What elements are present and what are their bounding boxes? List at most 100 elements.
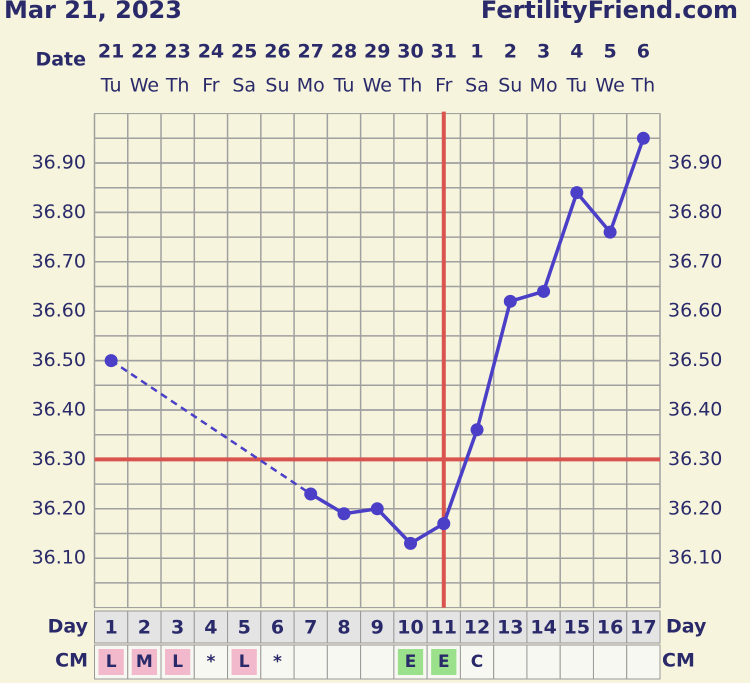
date: 4 bbox=[570, 41, 583, 63]
date: 22 bbox=[131, 41, 157, 63]
date: 5 bbox=[603, 41, 616, 63]
cycle-day: 16 bbox=[597, 617, 623, 639]
day-cell bbox=[94, 610, 129, 644]
cycle-day: 1 bbox=[105, 617, 118, 639]
date: 28 bbox=[331, 41, 357, 63]
weekday: We bbox=[595, 75, 624, 97]
gap-connector bbox=[110, 359, 312, 496]
cm-code: M bbox=[136, 652, 153, 672]
temp-point bbox=[337, 507, 351, 521]
date: 31 bbox=[431, 41, 457, 63]
cm-code: E bbox=[438, 652, 450, 672]
weekday: Su bbox=[265, 75, 289, 97]
y-tick-label: 36.90 bbox=[32, 152, 86, 174]
cycle-day: 13 bbox=[497, 617, 523, 639]
weekday: Su bbox=[498, 75, 522, 97]
cycle-day: 6 bbox=[271, 617, 284, 639]
day-cell bbox=[326, 610, 362, 644]
weekday: Th bbox=[398, 75, 423, 97]
date: 26 bbox=[264, 41, 290, 63]
cm-code: C bbox=[471, 652, 483, 672]
cm-badge bbox=[397, 649, 424, 675]
cm-cell bbox=[493, 644, 528, 680]
y2-tick-label: 36.50 bbox=[668, 349, 722, 371]
temp-point bbox=[603, 225, 617, 239]
temp-point bbox=[104, 354, 118, 368]
cm-badge bbox=[165, 649, 191, 675]
cycle-day: 15 bbox=[564, 617, 590, 639]
cm-code: L bbox=[239, 652, 250, 672]
day-cell bbox=[260, 610, 295, 644]
y-tick-label: 36.30 bbox=[32, 448, 86, 470]
y-tick-label: 36.50 bbox=[32, 349, 86, 371]
day-cell bbox=[393, 610, 428, 644]
cm-cell bbox=[626, 644, 661, 680]
date: 6 bbox=[637, 41, 650, 63]
day-cell bbox=[592, 610, 628, 644]
y2-tick-label: 36.20 bbox=[668, 497, 722, 519]
weekday: Mo bbox=[297, 75, 325, 97]
y2-tick-label: 36.10 bbox=[668, 547, 722, 569]
weekday: Sa bbox=[232, 75, 256, 97]
day-cell bbox=[626, 610, 661, 644]
weekday: Tu bbox=[100, 75, 122, 97]
y-tick-label: 36.60 bbox=[32, 300, 86, 322]
temp-point bbox=[503, 294, 517, 308]
cycle-day: 3 bbox=[171, 617, 184, 639]
cm-badge bbox=[131, 649, 158, 675]
weekday: Th bbox=[631, 75, 656, 97]
cycle-day: 8 bbox=[337, 617, 350, 639]
day-cell bbox=[227, 610, 262, 644]
cycle-day: 2 bbox=[138, 617, 151, 639]
date-label: Date bbox=[35, 49, 86, 71]
y2-tick-label: 36.40 bbox=[668, 399, 722, 421]
y2-tick-label: 36.70 bbox=[668, 250, 722, 272]
cycle-day: 10 bbox=[397, 617, 423, 639]
cm-badge bbox=[98, 649, 124, 675]
day-cell bbox=[127, 610, 162, 644]
weekday: Tu bbox=[565, 75, 587, 97]
cycle-day: 11 bbox=[431, 617, 457, 639]
cycle-day: 14 bbox=[530, 617, 556, 639]
y-tick-label: 36.20 bbox=[32, 497, 86, 519]
y2-tick-label: 36.80 bbox=[668, 201, 722, 223]
cycle-day: 5 bbox=[238, 617, 251, 639]
cm-code: L bbox=[106, 652, 117, 672]
day-cell bbox=[360, 610, 395, 644]
cm-cell bbox=[193, 644, 229, 680]
date: 21 bbox=[98, 41, 124, 63]
temp-point bbox=[437, 517, 451, 531]
cm-cell bbox=[293, 644, 328, 680]
cm-cell bbox=[526, 644, 561, 680]
cm-cell bbox=[559, 644, 594, 680]
temp-point bbox=[304, 487, 318, 501]
y2-tick-label: 36.30 bbox=[668, 448, 722, 470]
temp-point bbox=[636, 131, 650, 145]
source: FertilityFriend.com bbox=[481, 0, 738, 24]
date: 30 bbox=[397, 41, 423, 63]
cm-cell bbox=[592, 644, 628, 680]
day-cell bbox=[293, 610, 328, 644]
date: 2 bbox=[504, 41, 517, 63]
cm-code: * bbox=[273, 652, 282, 672]
y2-tick-label: 36.60 bbox=[668, 300, 722, 322]
cycle-day: 9 bbox=[371, 617, 384, 639]
day-cell bbox=[493, 610, 528, 644]
chart-title: Mar 21, 2023 bbox=[4, 0, 182, 24]
cm-label: CM bbox=[662, 650, 695, 672]
cm-code: L bbox=[172, 652, 183, 672]
day-label: Day bbox=[666, 616, 707, 638]
y2-tick-label: 36.90 bbox=[668, 152, 722, 174]
date: 1 bbox=[470, 41, 483, 63]
cycle-day: 7 bbox=[304, 617, 317, 639]
cm-cell bbox=[326, 644, 362, 680]
temp-point bbox=[570, 186, 584, 200]
weekday: Tu bbox=[333, 75, 355, 97]
y-tick-label: 36.10 bbox=[32, 547, 86, 569]
weekday: We bbox=[363, 75, 392, 97]
date: 24 bbox=[198, 41, 224, 63]
temp-point bbox=[370, 502, 384, 516]
cm-label: CM bbox=[55, 650, 88, 672]
cm-cell bbox=[360, 644, 395, 680]
day-cell bbox=[459, 610, 495, 644]
